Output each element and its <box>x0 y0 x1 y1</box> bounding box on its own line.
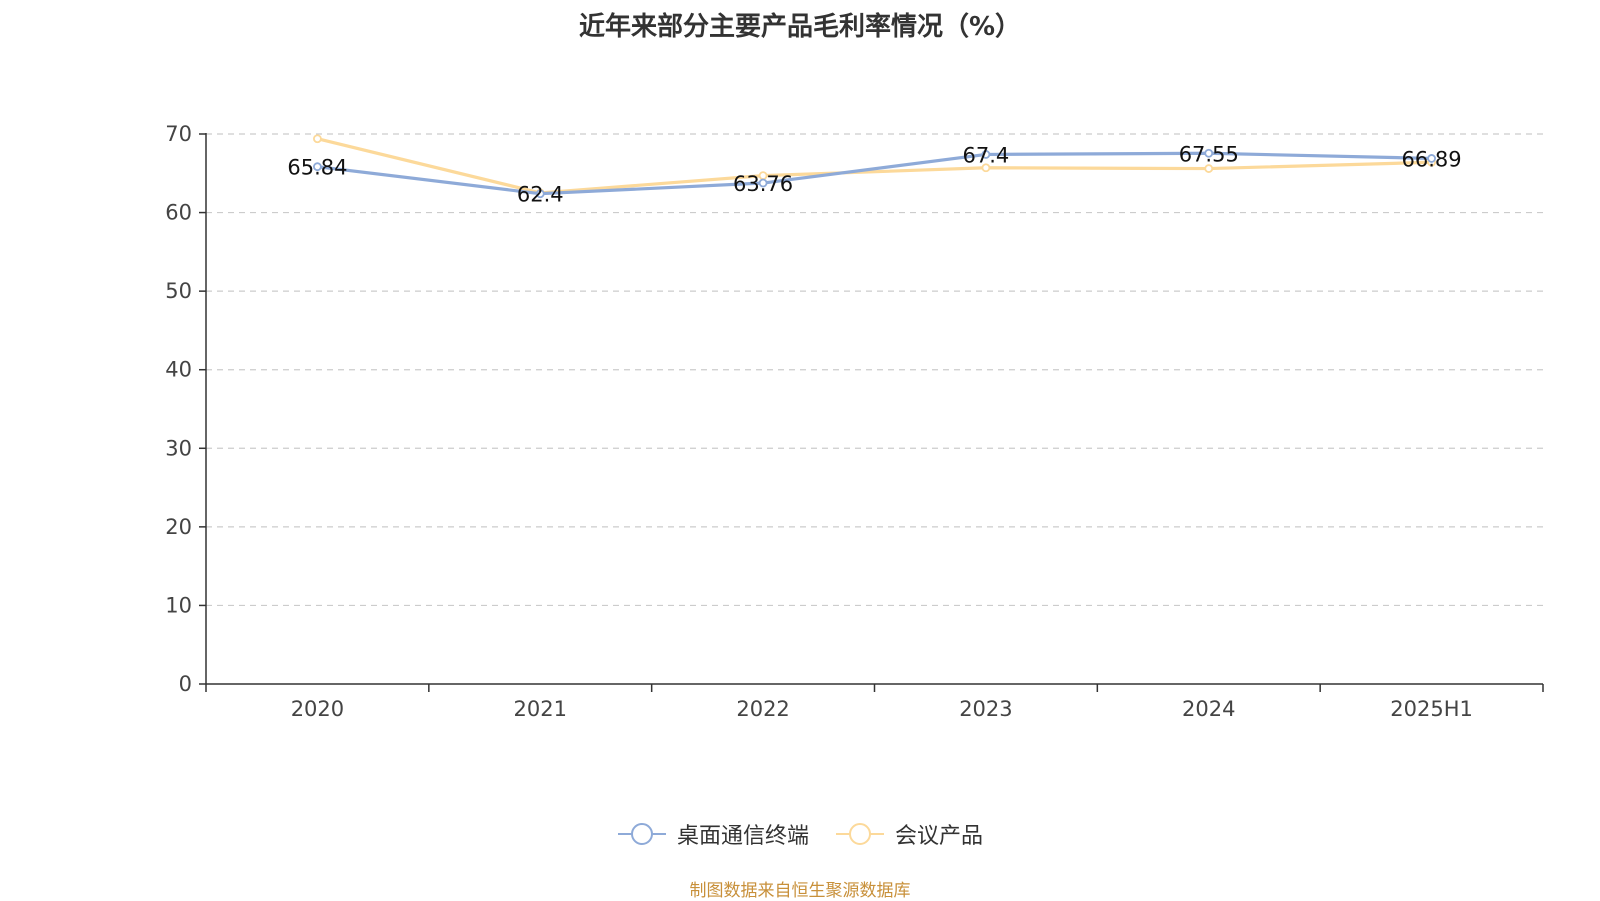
legend-label-series-0: 桌面通信终端 <box>676 824 809 849</box>
legend: 桌面通信终端 会议产品 <box>0 818 1600 850</box>
point-series-0-5 <box>1427 154 1436 163</box>
legend-item-series-0[interactable]: 桌面通信终端 <box>617 818 809 850</box>
series-line-0 <box>317 151 1432 196</box>
chart-title: 近年来部分主要产品毛利率情况（%） <box>578 12 1022 42</box>
axes: 0 10 20 30 40 50 60 70 2020 2021 2022 2023 2024 2025H… <box>165 122 1544 721</box>
grid-lines <box>206 133 1543 607</box>
x-tick-label-2024: 2024 <box>1182 697 1235 721</box>
y-tick-label-0: 0 <box>179 672 192 696</box>
point-series-0-1 <box>535 189 545 199</box>
x-tick-label-2023: 2023 <box>959 697 1012 721</box>
y-tick-label-30: 30 <box>165 436 192 460</box>
data-labels: 65.84 62.4 63.76 67.4 67.55 66.89 <box>287 142 1461 206</box>
legend-swatch-series-1 <box>836 823 884 845</box>
y-tick-label-40: 40 <box>165 358 192 382</box>
y-tick-label-50: 50 <box>165 279 192 303</box>
data-label-series-0-3: 67.4 <box>963 143 1010 167</box>
x-tick-label-2025H1: 2025H1 <box>1390 697 1473 721</box>
legend-label-series-1: 会议产品 <box>895 824 984 849</box>
point-series-0-2 <box>758 178 768 188</box>
x-tick-label-2021: 2021 <box>514 697 567 721</box>
x-tick-label-2022: 2022 <box>736 697 789 721</box>
x-tick-label-2020: 2020 <box>291 697 344 721</box>
point-series-1-0 <box>313 134 322 144</box>
point-series-0-0 <box>313 162 322 172</box>
legend-item-series-1[interactable]: 会议产品 <box>835 818 983 850</box>
y-tick-label-60: 60 <box>165 201 192 225</box>
data-label-series-0-4: 67.55 <box>1179 142 1239 166</box>
point-series-0-4 <box>1204 148 1214 158</box>
data-label-series-0-1: 62.4 <box>517 183 564 207</box>
point-series-1-3 <box>981 163 991 173</box>
y-tick-label-20: 20 <box>165 515 192 539</box>
data-label-series-0-0: 65.84 <box>287 156 347 180</box>
data-label-series-0-5: 66.89 <box>1402 147 1462 171</box>
source-note: 制图数据来自恒生聚源数据库 <box>689 881 911 901</box>
point-series-0-3 <box>981 150 991 159</box>
series-lines <box>313 134 1436 199</box>
y-tick-label-10: 10 <box>165 593 192 617</box>
y-tick-label-70: 70 <box>165 122 192 146</box>
legend-swatch-series-0 <box>617 823 666 845</box>
point-series-1-4 <box>1204 164 1214 173</box>
data-label-series-0-2: 63.76 <box>733 172 793 196</box>
series-line-1 <box>317 137 1432 195</box>
